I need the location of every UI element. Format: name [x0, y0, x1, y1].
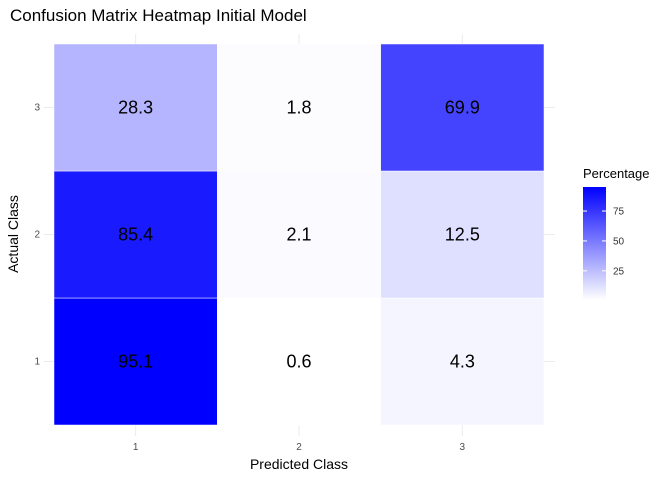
x-axis-ticks: 1 2 3 [133, 442, 466, 453]
cell-label-actual-3-pred-3: 69.9 [445, 98, 480, 118]
y-axis-ticks: 1 2 3 [34, 103, 40, 368]
cell-label-actual-1-pred-2: 0.6 [286, 352, 311, 372]
legend: Percentage 25 50 75 [583, 166, 650, 300]
heatmap-cell-actual-3-pred-2 [217, 43, 381, 172]
x-tick-label-2: 2 [296, 442, 302, 453]
legend-tick-label-50: 50 [613, 236, 625, 247]
y-axis-title: Actual Class [5, 195, 21, 273]
legend-tick-label-75: 75 [613, 207, 625, 218]
cell-label-actual-1-pred-3: 4.3 [450, 352, 475, 372]
y-tick-label-2: 2 [34, 230, 40, 241]
heatmap-cell-actual-2-pred-3 [380, 170, 545, 299]
legend-ticks: 25 50 75 [583, 207, 625, 277]
heatmap-cell-actual-1-pred-1 [53, 297, 218, 426]
cell-label-actual-3-pred-1: 28.3 [118, 98, 153, 118]
cell-labels: 95.1 0.6 4.3 85.4 2.1 12.5 28.3 1.8 69.9 [118, 98, 480, 372]
x-axis-title: Predicted Class [250, 456, 348, 472]
x-tick-label-1: 1 [133, 442, 139, 453]
cell-label-actual-2-pred-3: 12.5 [445, 225, 480, 245]
cell-label-actual-2-pred-2: 2.1 [286, 225, 311, 245]
chart-title: Confusion Matrix Heatmap Initial Model [10, 6, 307, 25]
heatmap-cell-actual-3-pred-1 [53, 43, 218, 172]
cell-label-actual-2-pred-1: 85.4 [118, 225, 153, 245]
heatmap-cell-actual-1-pred-3 [380, 297, 545, 426]
heatmap-cell-actual-2-pred-2 [217, 170, 381, 299]
legend-title: Percentage [583, 166, 650, 181]
cell-label-actual-1-pred-1: 95.1 [118, 352, 153, 372]
heatmap-cell-actual-3-pred-3 [380, 43, 545, 172]
x-tick-label-3: 3 [460, 442, 466, 453]
heatmap-cells [53, 43, 545, 426]
y-tick-label-3: 3 [34, 103, 40, 114]
y-tick-label-1: 1 [34, 357, 40, 368]
cell-label-actual-3-pred-2: 1.8 [286, 98, 311, 118]
legend-tick-label-25: 25 [613, 266, 625, 277]
legend-colorbar [583, 187, 606, 300]
